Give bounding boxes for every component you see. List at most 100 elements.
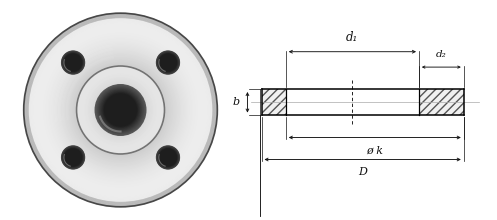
Circle shape bbox=[158, 147, 178, 167]
Circle shape bbox=[98, 87, 143, 133]
Circle shape bbox=[65, 54, 176, 166]
Circle shape bbox=[159, 149, 176, 166]
Circle shape bbox=[157, 51, 179, 74]
Circle shape bbox=[106, 95, 135, 125]
Circle shape bbox=[73, 62, 168, 158]
Circle shape bbox=[65, 149, 82, 166]
Circle shape bbox=[55, 44, 186, 176]
Circle shape bbox=[81, 70, 161, 150]
Circle shape bbox=[109, 99, 132, 121]
Circle shape bbox=[111, 101, 130, 119]
Circle shape bbox=[97, 87, 144, 133]
Circle shape bbox=[40, 30, 201, 190]
Circle shape bbox=[64, 53, 83, 72]
Circle shape bbox=[112, 101, 129, 119]
Circle shape bbox=[118, 108, 123, 112]
Circle shape bbox=[98, 88, 143, 132]
Circle shape bbox=[77, 66, 165, 154]
Circle shape bbox=[67, 57, 174, 163]
Circle shape bbox=[90, 79, 151, 141]
Circle shape bbox=[38, 28, 203, 192]
Circle shape bbox=[103, 92, 138, 128]
Circle shape bbox=[158, 148, 178, 167]
Circle shape bbox=[157, 147, 179, 168]
Circle shape bbox=[118, 107, 123, 113]
Circle shape bbox=[63, 52, 83, 73]
Circle shape bbox=[82, 71, 160, 149]
Circle shape bbox=[102, 92, 139, 128]
Circle shape bbox=[63, 147, 83, 168]
Circle shape bbox=[99, 89, 142, 131]
Circle shape bbox=[47, 36, 194, 184]
Circle shape bbox=[159, 148, 177, 167]
Circle shape bbox=[25, 14, 216, 206]
Circle shape bbox=[160, 149, 176, 166]
Circle shape bbox=[95, 84, 146, 136]
Circle shape bbox=[65, 149, 82, 166]
Circle shape bbox=[103, 93, 138, 127]
Circle shape bbox=[89, 79, 152, 141]
Circle shape bbox=[43, 32, 198, 188]
Circle shape bbox=[85, 75, 156, 145]
Circle shape bbox=[36, 25, 205, 195]
Circle shape bbox=[44, 33, 197, 186]
Text: D: D bbox=[358, 167, 367, 177]
Circle shape bbox=[96, 86, 145, 134]
Circle shape bbox=[119, 108, 122, 111]
Circle shape bbox=[54, 43, 187, 177]
Circle shape bbox=[103, 93, 138, 127]
Circle shape bbox=[108, 98, 133, 122]
Circle shape bbox=[99, 89, 142, 131]
Circle shape bbox=[116, 105, 125, 115]
Circle shape bbox=[98, 88, 143, 132]
Circle shape bbox=[62, 52, 179, 168]
Circle shape bbox=[63, 148, 83, 167]
Circle shape bbox=[111, 100, 130, 120]
Circle shape bbox=[59, 48, 182, 172]
Circle shape bbox=[157, 146, 179, 169]
Circle shape bbox=[98, 88, 143, 132]
Circle shape bbox=[49, 38, 192, 182]
Circle shape bbox=[48, 37, 193, 183]
Circle shape bbox=[91, 81, 150, 139]
Circle shape bbox=[84, 73, 157, 147]
Circle shape bbox=[51, 41, 190, 179]
Circle shape bbox=[100, 90, 141, 130]
Circle shape bbox=[96, 86, 145, 134]
Circle shape bbox=[57, 47, 184, 173]
Circle shape bbox=[96, 85, 145, 135]
Circle shape bbox=[31, 20, 210, 200]
Circle shape bbox=[62, 147, 84, 168]
Circle shape bbox=[102, 92, 139, 128]
Circle shape bbox=[117, 106, 124, 114]
Circle shape bbox=[157, 146, 179, 169]
Circle shape bbox=[23, 13, 218, 207]
Circle shape bbox=[39, 29, 202, 191]
Circle shape bbox=[63, 53, 83, 73]
Bar bbox=[286, 89, 419, 116]
Circle shape bbox=[104, 94, 137, 126]
Circle shape bbox=[68, 58, 173, 162]
Circle shape bbox=[100, 90, 141, 130]
Circle shape bbox=[26, 15, 215, 205]
Circle shape bbox=[86, 76, 155, 144]
Circle shape bbox=[89, 78, 152, 142]
Circle shape bbox=[87, 77, 154, 143]
Circle shape bbox=[100, 89, 141, 131]
Circle shape bbox=[64, 148, 82, 167]
Circle shape bbox=[160, 54, 176, 71]
Circle shape bbox=[50, 40, 191, 180]
Circle shape bbox=[113, 103, 128, 117]
Circle shape bbox=[119, 109, 122, 111]
Circle shape bbox=[62, 52, 84, 73]
Circle shape bbox=[158, 53, 178, 72]
Circle shape bbox=[42, 31, 199, 189]
Circle shape bbox=[93, 82, 148, 138]
Circle shape bbox=[60, 49, 181, 171]
Circle shape bbox=[108, 98, 133, 122]
Circle shape bbox=[13, 2, 228, 218]
Circle shape bbox=[97, 87, 144, 133]
Circle shape bbox=[107, 96, 134, 123]
Text: ø k: ø k bbox=[366, 145, 383, 155]
Circle shape bbox=[64, 148, 83, 167]
